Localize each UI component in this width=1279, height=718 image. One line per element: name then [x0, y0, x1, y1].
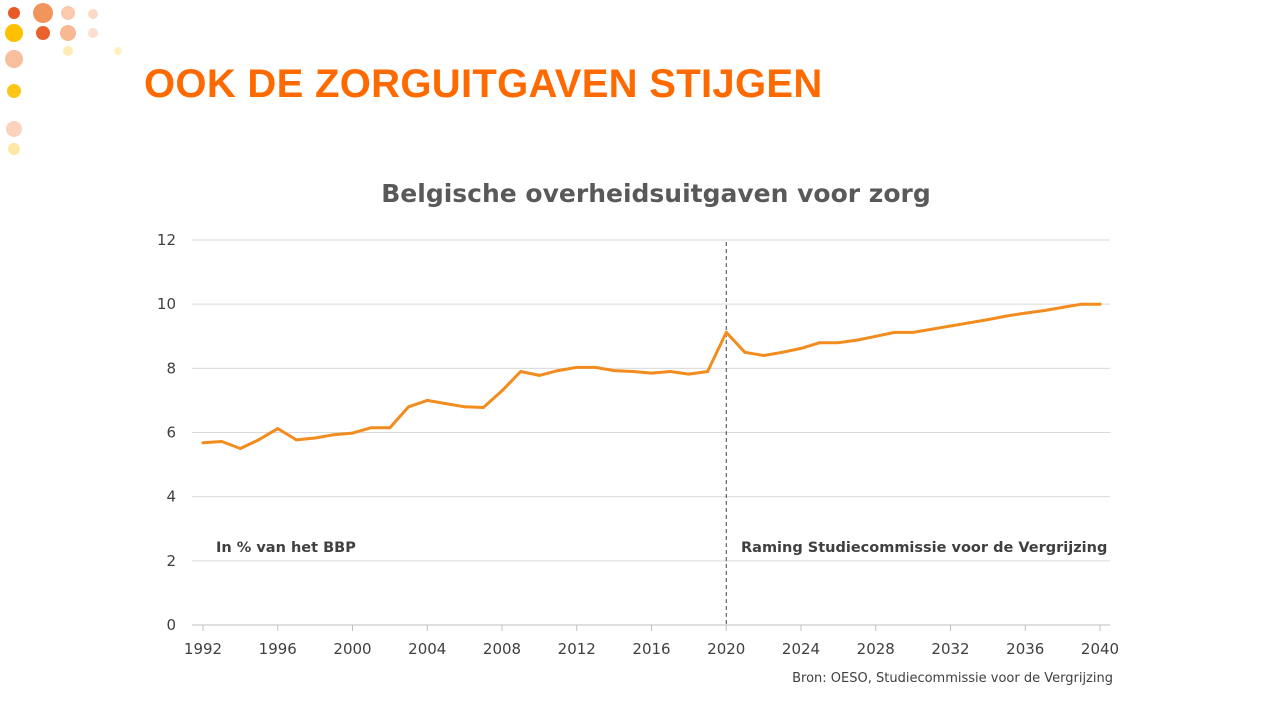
- data-point: [762, 354, 766, 357]
- x-tick-label: 2024: [782, 640, 820, 658]
- deco-dot: [8, 7, 20, 19]
- data-point: [631, 370, 635, 374]
- annotation-right: Raming Studiecommissie voor de Vergrijzi…: [741, 540, 1107, 556]
- y-tick-label: 12: [157, 231, 176, 249]
- series-line: [201, 302, 1102, 450]
- deco-dot: [5, 50, 23, 68]
- data-point: [332, 433, 336, 437]
- deco-dot: [63, 46, 73, 56]
- data-point: [388, 426, 392, 430]
- y-tick-label: 4: [166, 488, 176, 506]
- data-point: [351, 431, 354, 435]
- data-point: [724, 330, 728, 334]
- x-tick-label: 1992: [184, 640, 222, 658]
- data-point: [481, 405, 485, 409]
- data-point: [836, 341, 840, 345]
- data-point: [687, 372, 691, 376]
- data-point: [911, 330, 915, 334]
- deco-dot: [8, 143, 20, 155]
- data-point: [294, 438, 298, 442]
- x-tick-label: 2012: [558, 640, 596, 658]
- x-tick-label: 2032: [931, 640, 969, 658]
- data-point: [276, 427, 280, 431]
- x-tick-label: 1996: [259, 640, 297, 658]
- data-point: [220, 439, 224, 443]
- data-point: [892, 330, 896, 334]
- data-point: [519, 370, 523, 374]
- x-tick-label: 2020: [707, 640, 745, 658]
- data-point: [1042, 309, 1046, 313]
- data-point: [668, 370, 672, 374]
- data-point: [444, 402, 448, 406]
- data-point: [556, 369, 560, 373]
- deco-dot: [36, 26, 50, 40]
- deco-dot: [61, 6, 75, 20]
- slide-title: OOK DE ZORGUITGAVEN STIJGEN: [144, 62, 823, 106]
- data-point: [463, 405, 467, 409]
- x-axis-ticks: 1992 1996 2000 2004 2008 2012 2016 2020 2024 2028…: [184, 625, 1119, 658]
- x-tick-label: 2016: [632, 640, 670, 658]
- data-point: [967, 321, 971, 325]
- data-point: [369, 426, 373, 430]
- y-tick-label: 2: [166, 552, 176, 570]
- data-point: [500, 389, 504, 393]
- data-point: [1098, 302, 1102, 306]
- data-point: [650, 371, 653, 375]
- data-point: [1005, 314, 1009, 318]
- y-tick-label: 0: [166, 616, 176, 634]
- decorative-dots: [5, 3, 122, 155]
- x-tick-label: 2004: [408, 640, 446, 658]
- data-point: [593, 365, 597, 369]
- data-point: [706, 370, 710, 374]
- data-point: [780, 350, 784, 354]
- data-point: [425, 398, 429, 402]
- deco-dot: [5, 24, 23, 42]
- data-points: [201, 302, 1102, 451]
- gridlines: [192, 239, 1110, 626]
- data-point: [799, 346, 803, 350]
- data-point: [930, 327, 934, 331]
- data-point: [986, 318, 990, 322]
- deco-dot: [33, 3, 53, 23]
- data-point: [575, 365, 579, 369]
- x-tick-label: 2040: [1081, 640, 1119, 658]
- data-point: [313, 436, 317, 440]
- y-tick-label: 8: [166, 359, 176, 377]
- x-tick-label: 2008: [483, 640, 521, 658]
- deco-dot: [7, 84, 21, 98]
- deco-dot: [6, 121, 22, 137]
- data-point: [201, 441, 205, 445]
- chart-title: Belgische overheidsuitgaven voor zorg: [381, 179, 931, 208]
- deco-dot: [114, 47, 122, 55]
- data-point: [537, 373, 541, 377]
- data-point: [1023, 311, 1027, 315]
- deco-dot: [88, 9, 98, 19]
- data-point: [612, 369, 616, 373]
- data-point: [238, 447, 242, 451]
- deco-dot: [60, 25, 76, 41]
- y-axis-ticks: 0 2 4 6 8 10 12: [157, 231, 176, 634]
- x-tick-label: 2028: [857, 640, 895, 658]
- data-point: [818, 341, 822, 345]
- y-tick-label: 10: [157, 295, 176, 313]
- x-tick-label: 2036: [1006, 640, 1044, 658]
- annotation-left: In % van het BBP: [216, 540, 356, 556]
- data-point: [855, 338, 859, 342]
- data-point: [407, 405, 411, 409]
- deco-dot: [88, 28, 98, 38]
- data-point: [1061, 305, 1065, 309]
- x-tick-label: 2000: [333, 640, 371, 658]
- y-tick-label: 6: [166, 424, 176, 442]
- data-point: [743, 350, 747, 354]
- source-note: Bron: OESO, Studiecommissie voor de Verg…: [792, 671, 1113, 686]
- data-point: [949, 324, 952, 328]
- data-point: [1079, 302, 1083, 306]
- data-point: [257, 438, 261, 442]
- data-point: [874, 334, 878, 338]
